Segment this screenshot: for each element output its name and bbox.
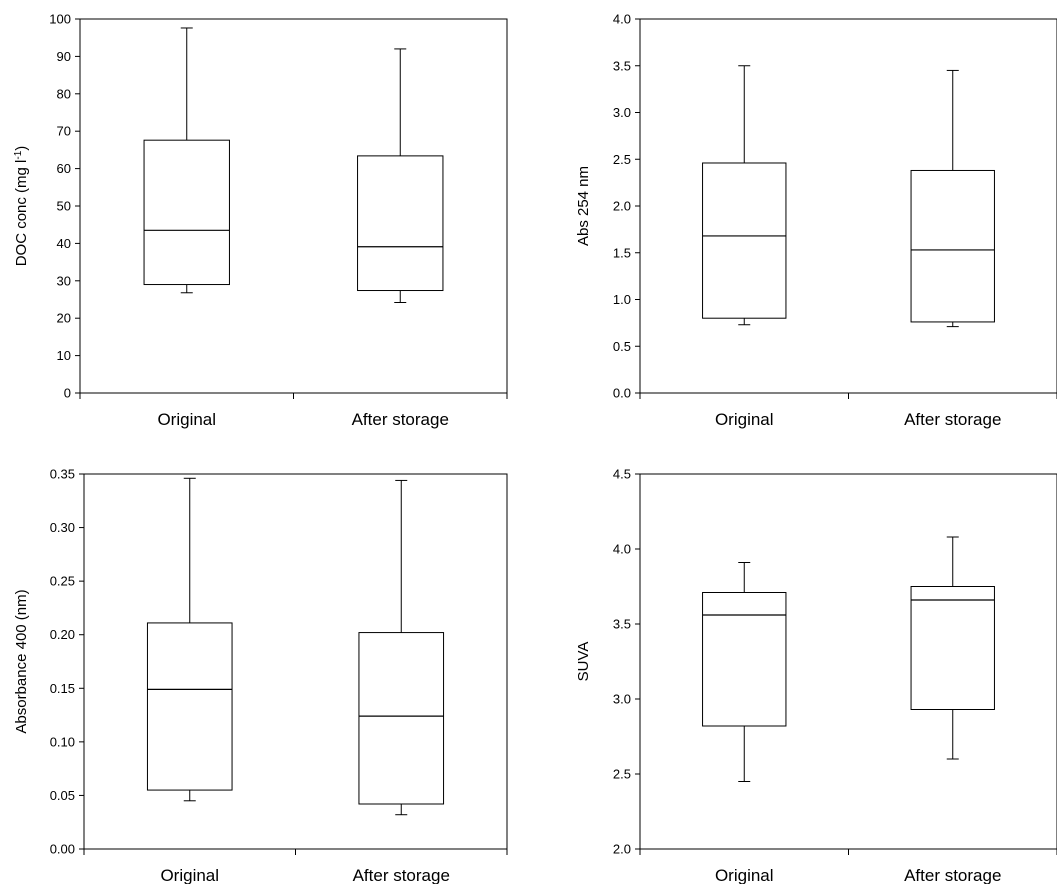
y-tick-label: 4.5	[613, 467, 631, 482]
y-tick-label: 0.30	[50, 520, 75, 535]
box-original	[146, 477, 233, 802]
y-tick-label: 0.35	[50, 467, 75, 482]
x-category-label: Original	[715, 410, 774, 429]
box-original	[702, 562, 787, 782]
iqr-box	[357, 155, 444, 292]
iqr-box	[358, 632, 445, 805]
y-tick-label: 0.15	[50, 681, 75, 696]
x-category-label: After storage	[904, 410, 1001, 429]
x-category-label: Original	[157, 410, 216, 429]
y-tick-label: 1.5	[613, 245, 631, 260]
iqr-box	[702, 162, 787, 319]
y-tick-label: 50	[57, 199, 71, 214]
panel-suva: 2.0 2.5 3.0 3.5 4.0 4.5 Original After storage S…	[575, 467, 1057, 884]
box-after-storage	[357, 48, 444, 303]
iqr-box	[702, 592, 787, 727]
y-axis-title-tail: )	[13, 146, 30, 151]
y-axis-title-superscript: -1	[13, 150, 24, 159]
y-tick-label: 30	[57, 273, 71, 288]
y-axis-title-main: DOC conc (mg l	[13, 160, 30, 267]
box-after-storage	[910, 536, 995, 760]
panel-doc-conc: 0 10 20 30 40 50 60 70 80 90 100 Original After stor…	[13, 12, 508, 429]
y-axis-title-main: SUVA	[575, 642, 592, 682]
y-tick-label: 0.00	[50, 842, 75, 857]
y-tick-label: 60	[57, 161, 71, 176]
y-axis-title: SUVA	[575, 642, 592, 682]
y-tick-label: 2.5	[613, 152, 631, 167]
x-category-label: Original	[715, 866, 774, 884]
box-original	[702, 65, 787, 326]
y-tick-label: 10	[57, 348, 71, 363]
y-tick-label: 3.0	[613, 105, 631, 120]
y-tick-label: 0.5	[613, 339, 631, 354]
y-tick-label: 4.0	[613, 542, 631, 557]
y-tick-label: 3.5	[613, 617, 631, 632]
y-tick-label: 20	[57, 311, 71, 326]
y-axis-title: DOC conc (mg l-1)	[13, 146, 31, 267]
panel-abs-254: 0.0 0.5 1.0 1.5 2.0 2.5 3.0 3.5 4.0 Original After…	[575, 12, 1057, 429]
y-axis-title-main: Abs 254 nm	[575, 166, 592, 246]
x-category-label: After storage	[353, 866, 450, 884]
y-tick-label: 0.05	[50, 788, 75, 803]
y-tick-label: 1.0	[613, 292, 631, 307]
box-after-storage	[910, 69, 995, 328]
y-tick-label: 2.0	[613, 842, 631, 857]
x-category-label: Original	[160, 866, 219, 884]
box-original	[143, 27, 230, 294]
y-tick-label: 4.0	[613, 12, 631, 27]
y-tick-label: 3.0	[613, 692, 631, 707]
x-category-label: After storage	[904, 866, 1001, 884]
y-tick-label: 2.5	[613, 767, 631, 782]
y-axis-title: Abs 254 nm	[575, 166, 592, 246]
y-tick-label: 40	[57, 236, 71, 251]
y-tick-label: 0.20	[50, 627, 75, 642]
y-axis-title-main: Absorbance 400 (nm)	[13, 589, 30, 733]
iqr-box	[143, 139, 230, 286]
y-tick-label: 0	[64, 386, 71, 401]
panel-abs-400: 0.00 0.05 0.10 0.15 0.20 0.25 0.30 0.35 Original…	[13, 467, 508, 884]
y-tick-label: 80	[57, 86, 71, 101]
x-category-label: After storage	[352, 410, 449, 429]
y-tick-label: 0.25	[50, 574, 75, 589]
y-tick-label: 0.0	[613, 386, 631, 401]
y-tick-label: 100	[49, 12, 71, 27]
iqr-box	[146, 622, 233, 791]
box-after-storage	[358, 479, 445, 816]
y-tick-label: 0.10	[50, 734, 75, 749]
y-tick-label: 3.5	[613, 58, 631, 73]
y-axis-title: Absorbance 400 (nm)	[13, 589, 30, 733]
y-tick-label: 90	[57, 49, 71, 64]
y-tick-label: 70	[57, 124, 71, 139]
y-tick-label: 2.0	[613, 199, 631, 214]
iqr-box	[910, 169, 995, 323]
iqr-box	[910, 586, 995, 710]
